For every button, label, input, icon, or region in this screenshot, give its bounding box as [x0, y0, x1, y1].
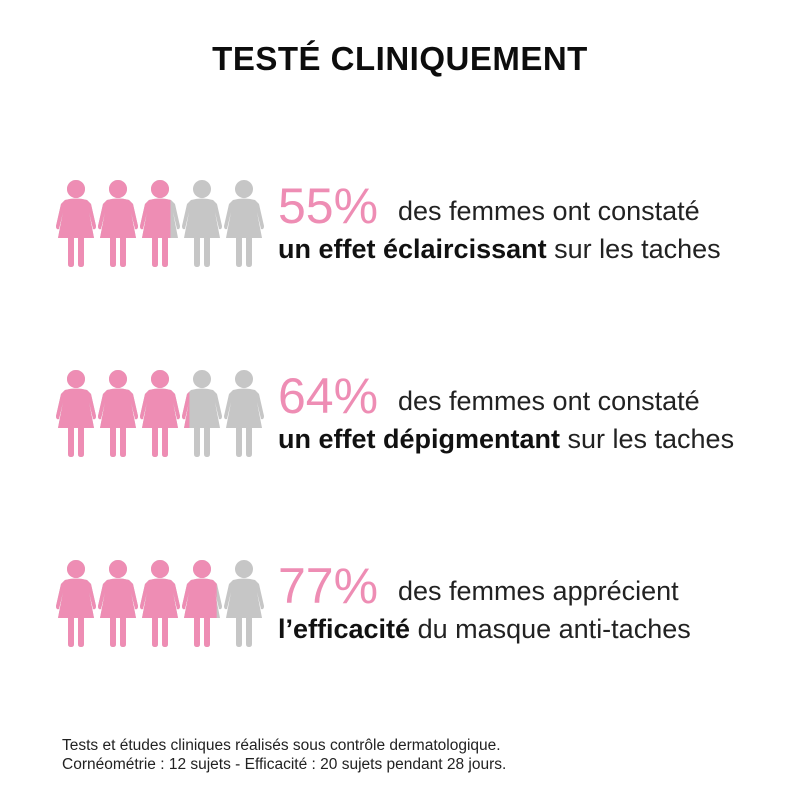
person-figure-pink: [140, 180, 171, 267]
person-figure-pink: [140, 560, 180, 647]
person-figure-pink: [56, 180, 96, 267]
person-figure-pink: [56, 370, 96, 457]
person-figure-grey: [182, 180, 222, 267]
footnote-line-2: Cornéométrie : 12 sujets - Efficacité : …: [62, 756, 507, 773]
stat-percent: 77%: [278, 558, 379, 614]
stat-detail: un effet éclaircissant sur les taches: [278, 234, 721, 265]
stat-detail: un effet dépigmentant sur les taches: [278, 424, 734, 455]
person-figure-pink: [182, 560, 217, 647]
person-figure-grey: [224, 560, 264, 647]
person-figure-grey: [182, 370, 222, 457]
stat-caption: des femmes ont constaté: [398, 196, 700, 226]
person-figure-pink: [140, 370, 180, 457]
person-figure-grey: [224, 370, 264, 457]
person-figure-pink: [182, 391, 190, 428]
stat-detail-rest: sur les taches: [560, 424, 735, 454]
stat-detail-rest: du masque anti-taches: [410, 614, 691, 644]
person-figure-pink: [98, 560, 138, 647]
stat-caption: des femmes ont constaté: [398, 386, 700, 416]
stat-detail-bold: un effet dépigmentant: [278, 424, 560, 454]
stat-caption: des femmes apprécient: [398, 576, 679, 606]
people-figures-icon: [56, 370, 264, 457]
stat-percent: 55%: [278, 178, 379, 234]
person-figure-pink: [98, 180, 138, 267]
stat-percent: 64%: [278, 368, 379, 424]
people-figures-icon: [56, 560, 264, 647]
person-figure-grey: [224, 180, 264, 267]
stat-detail-bold: l’efficacité: [278, 614, 411, 644]
stat-block-1: 55% des femmes ont constaté un effet écl…: [0, 178, 800, 288]
stat-block-2: 64% des femmes ont constaté un effet dép…: [0, 368, 800, 478]
stat-block-3: 77% des femmes apprécient l’efficacité d…: [0, 558, 800, 668]
footnote-line-1: Tests et études cliniques réalisés sous …: [62, 737, 501, 754]
person-figure-pink: [56, 560, 96, 647]
footnote: Tests et études cliniques réalisés sous …: [62, 736, 506, 774]
page-title: TESTÉ CLINIQUEMENT: [212, 40, 588, 77]
stat-detail-rest: sur les taches: [546, 234, 721, 264]
person-figure-pink: [98, 370, 138, 457]
stat-detail-bold: un effet éclaircissant: [278, 234, 547, 264]
stat-detail: l’efficacité du masque anti-taches: [278, 614, 691, 645]
people-figures-icon: [56, 180, 264, 267]
